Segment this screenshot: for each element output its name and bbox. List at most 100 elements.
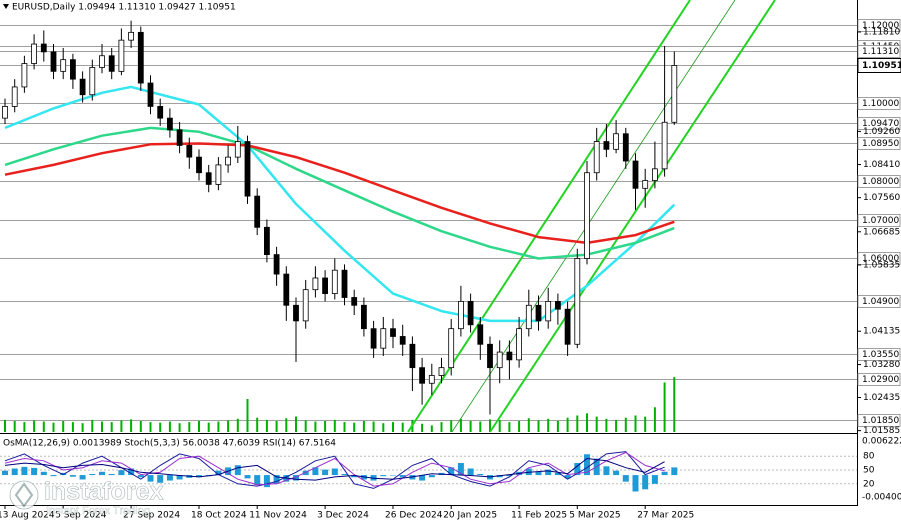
- volume-bar: [440, 422, 443, 432]
- volume-bar: [217, 421, 220, 432]
- volume-bar: [285, 418, 288, 432]
- volume-bar: [518, 421, 521, 432]
- level-label-box: [857, 117, 901, 130]
- candle-body: [302, 289, 309, 322]
- candle-body: [99, 55, 105, 68]
- volume-bar: [91, 419, 94, 432]
- candle-body: [11, 86, 18, 107]
- osma-tick-label: -0.004004: [862, 493, 901, 503]
- candle-body: [622, 133, 629, 162]
- volume-bar: [459, 418, 462, 432]
- volume-bar: [314, 421, 317, 432]
- candle-body: [652, 168, 658, 181]
- candle-body: [661, 121, 668, 170]
- osma-bar: [341, 473, 348, 476]
- level-label: 1.08950: [862, 139, 899, 149]
- volume-bar: [556, 421, 559, 432]
- osma-bar: [176, 475, 183, 480]
- x-tick-label: 27 Sep 2024: [123, 511, 180, 520]
- osma-bar: [545, 469, 552, 476]
- candle-body: [574, 258, 581, 345]
- osc-tick-label: 50: [863, 466, 875, 476]
- candle-body: [147, 82, 154, 107]
- y-tick-label: 1.11810: [863, 27, 900, 37]
- candle-body: [70, 59, 76, 80]
- candle-body: [157, 106, 164, 119]
- candle-body: [477, 324, 484, 345]
- x-tick-label: 18 Oct 2024: [191, 511, 247, 520]
- candle-body: [496, 351, 503, 369]
- x-tick-label: 3 Dec 2024: [317, 511, 369, 520]
- volume-bar: [634, 415, 637, 432]
- candle-body: [535, 304, 542, 322]
- level-label-box: [857, 45, 901, 58]
- osma-bar: [584, 454, 590, 476]
- volume-bar: [392, 422, 394, 432]
- x-tick-label: 5 Mar 2025: [569, 511, 620, 520]
- candle-body: [118, 39, 125, 72]
- osma-bar: [234, 465, 241, 476]
- candle-body: [428, 375, 435, 384]
- candle-body: [50, 51, 57, 72]
- candle-body: [584, 172, 590, 259]
- candle-body: [166, 117, 173, 131]
- volume-bar: [498, 419, 501, 432]
- candle-body: [128, 31, 135, 41]
- watermark-brand: instaforex: [44, 478, 164, 506]
- y-tick-label: 1.03280: [863, 360, 900, 370]
- candle-body: [60, 59, 67, 72]
- osma-bar: [254, 475, 261, 485]
- level-label-box: [857, 97, 901, 110]
- osma-bar: [147, 475, 154, 482]
- volume-bar: [256, 417, 259, 432]
- candle-body: [399, 336, 406, 345]
- volume-bar: [547, 418, 550, 432]
- candle-body: [2, 106, 8, 119]
- candle-body: [390, 328, 396, 337]
- candle-body: [40, 43, 47, 53]
- channel-upper: [407, 0, 691, 433]
- volume-bar: [42, 421, 45, 432]
- logo-icon: [9, 480, 39, 510]
- volume-bar: [227, 420, 230, 432]
- volume-bar: [13, 421, 16, 432]
- volume-bar: [343, 422, 346, 432]
- oscillator-line: [4, 451, 665, 489]
- level-label: 1.06000: [862, 254, 899, 264]
- osma-bar: [108, 473, 115, 476]
- osma-bar: [60, 472, 67, 476]
- osc-tick-label: 80: [863, 452, 875, 462]
- level-label: 1.08000: [862, 177, 899, 187]
- osma-bar: [69, 475, 76, 477]
- osma-bar: [564, 475, 571, 479]
- y-tick-label: 1.08410: [863, 160, 900, 170]
- candle-body: [593, 141, 600, 174]
- osma-bar: [535, 471, 542, 476]
- volume-bar: [110, 422, 113, 432]
- volume-bar: [275, 421, 278, 432]
- volume-bar: [149, 422, 152, 432]
- y-tick-label: 1.05835: [863, 260, 900, 270]
- volume-bar: [178, 423, 181, 432]
- candle-body: [322, 277, 329, 294]
- osma-bar: [467, 468, 474, 476]
- volume-bar: [62, 421, 65, 432]
- osma-bar: [525, 468, 532, 476]
- candle-body: [351, 297, 358, 306]
- volume-bar: [159, 422, 162, 432]
- volume-bar: [450, 420, 453, 432]
- osma-bar: [603, 466, 610, 476]
- volume-bar: [353, 422, 356, 432]
- volume-bar: [372, 421, 375, 432]
- osma-bar: [506, 475, 513, 477]
- volume-bar: [4, 419, 6, 432]
- candle-body: [555, 300, 561, 310]
- volume-bar: [120, 420, 123, 432]
- moving-average: [4, 142, 675, 245]
- osma-bar: [390, 475, 396, 476]
- osma-bar: [554, 472, 561, 476]
- candle-body: [273, 254, 280, 275]
- volume: [4, 377, 676, 432]
- level-label-box: [857, 373, 901, 386]
